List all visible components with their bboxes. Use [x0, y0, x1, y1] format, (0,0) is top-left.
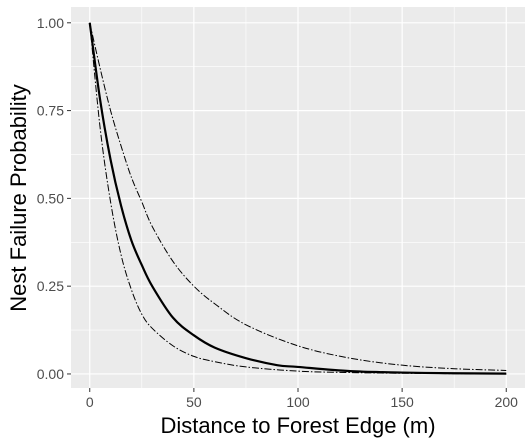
- estimate-line: [88, 22, 507, 375]
- y-tick-label: 0.75: [37, 103, 64, 119]
- y-tick-label: 1.00: [37, 15, 64, 31]
- major-gridlines: [71, 7, 525, 388]
- y-axis: 0.00 0.25 0.50 0.75 1.00: [37, 15, 71, 382]
- x-tick-label: 0: [86, 394, 94, 410]
- y-tick-label: 0.00: [37, 366, 64, 382]
- y-tick-label: 0.50: [37, 190, 64, 206]
- y-axis-title: Nest Failure Probability: [6, 84, 31, 311]
- y-tick-label: 0.25: [37, 278, 64, 294]
- upper-ci-line: [89, 22, 507, 371]
- x-axis-title: Distance to Forest Edge (m): [160, 413, 435, 438]
- x-axis: 0 50 100 150 200: [86, 388, 518, 410]
- lower-ci-line: [89, 22, 507, 375]
- x-tick-label: 150: [390, 394, 414, 410]
- series-lines: [88, 22, 507, 375]
- x-tick-label: 50: [186, 394, 202, 410]
- x-tick-label: 200: [495, 394, 519, 410]
- x-tick-label: 100: [286, 394, 310, 410]
